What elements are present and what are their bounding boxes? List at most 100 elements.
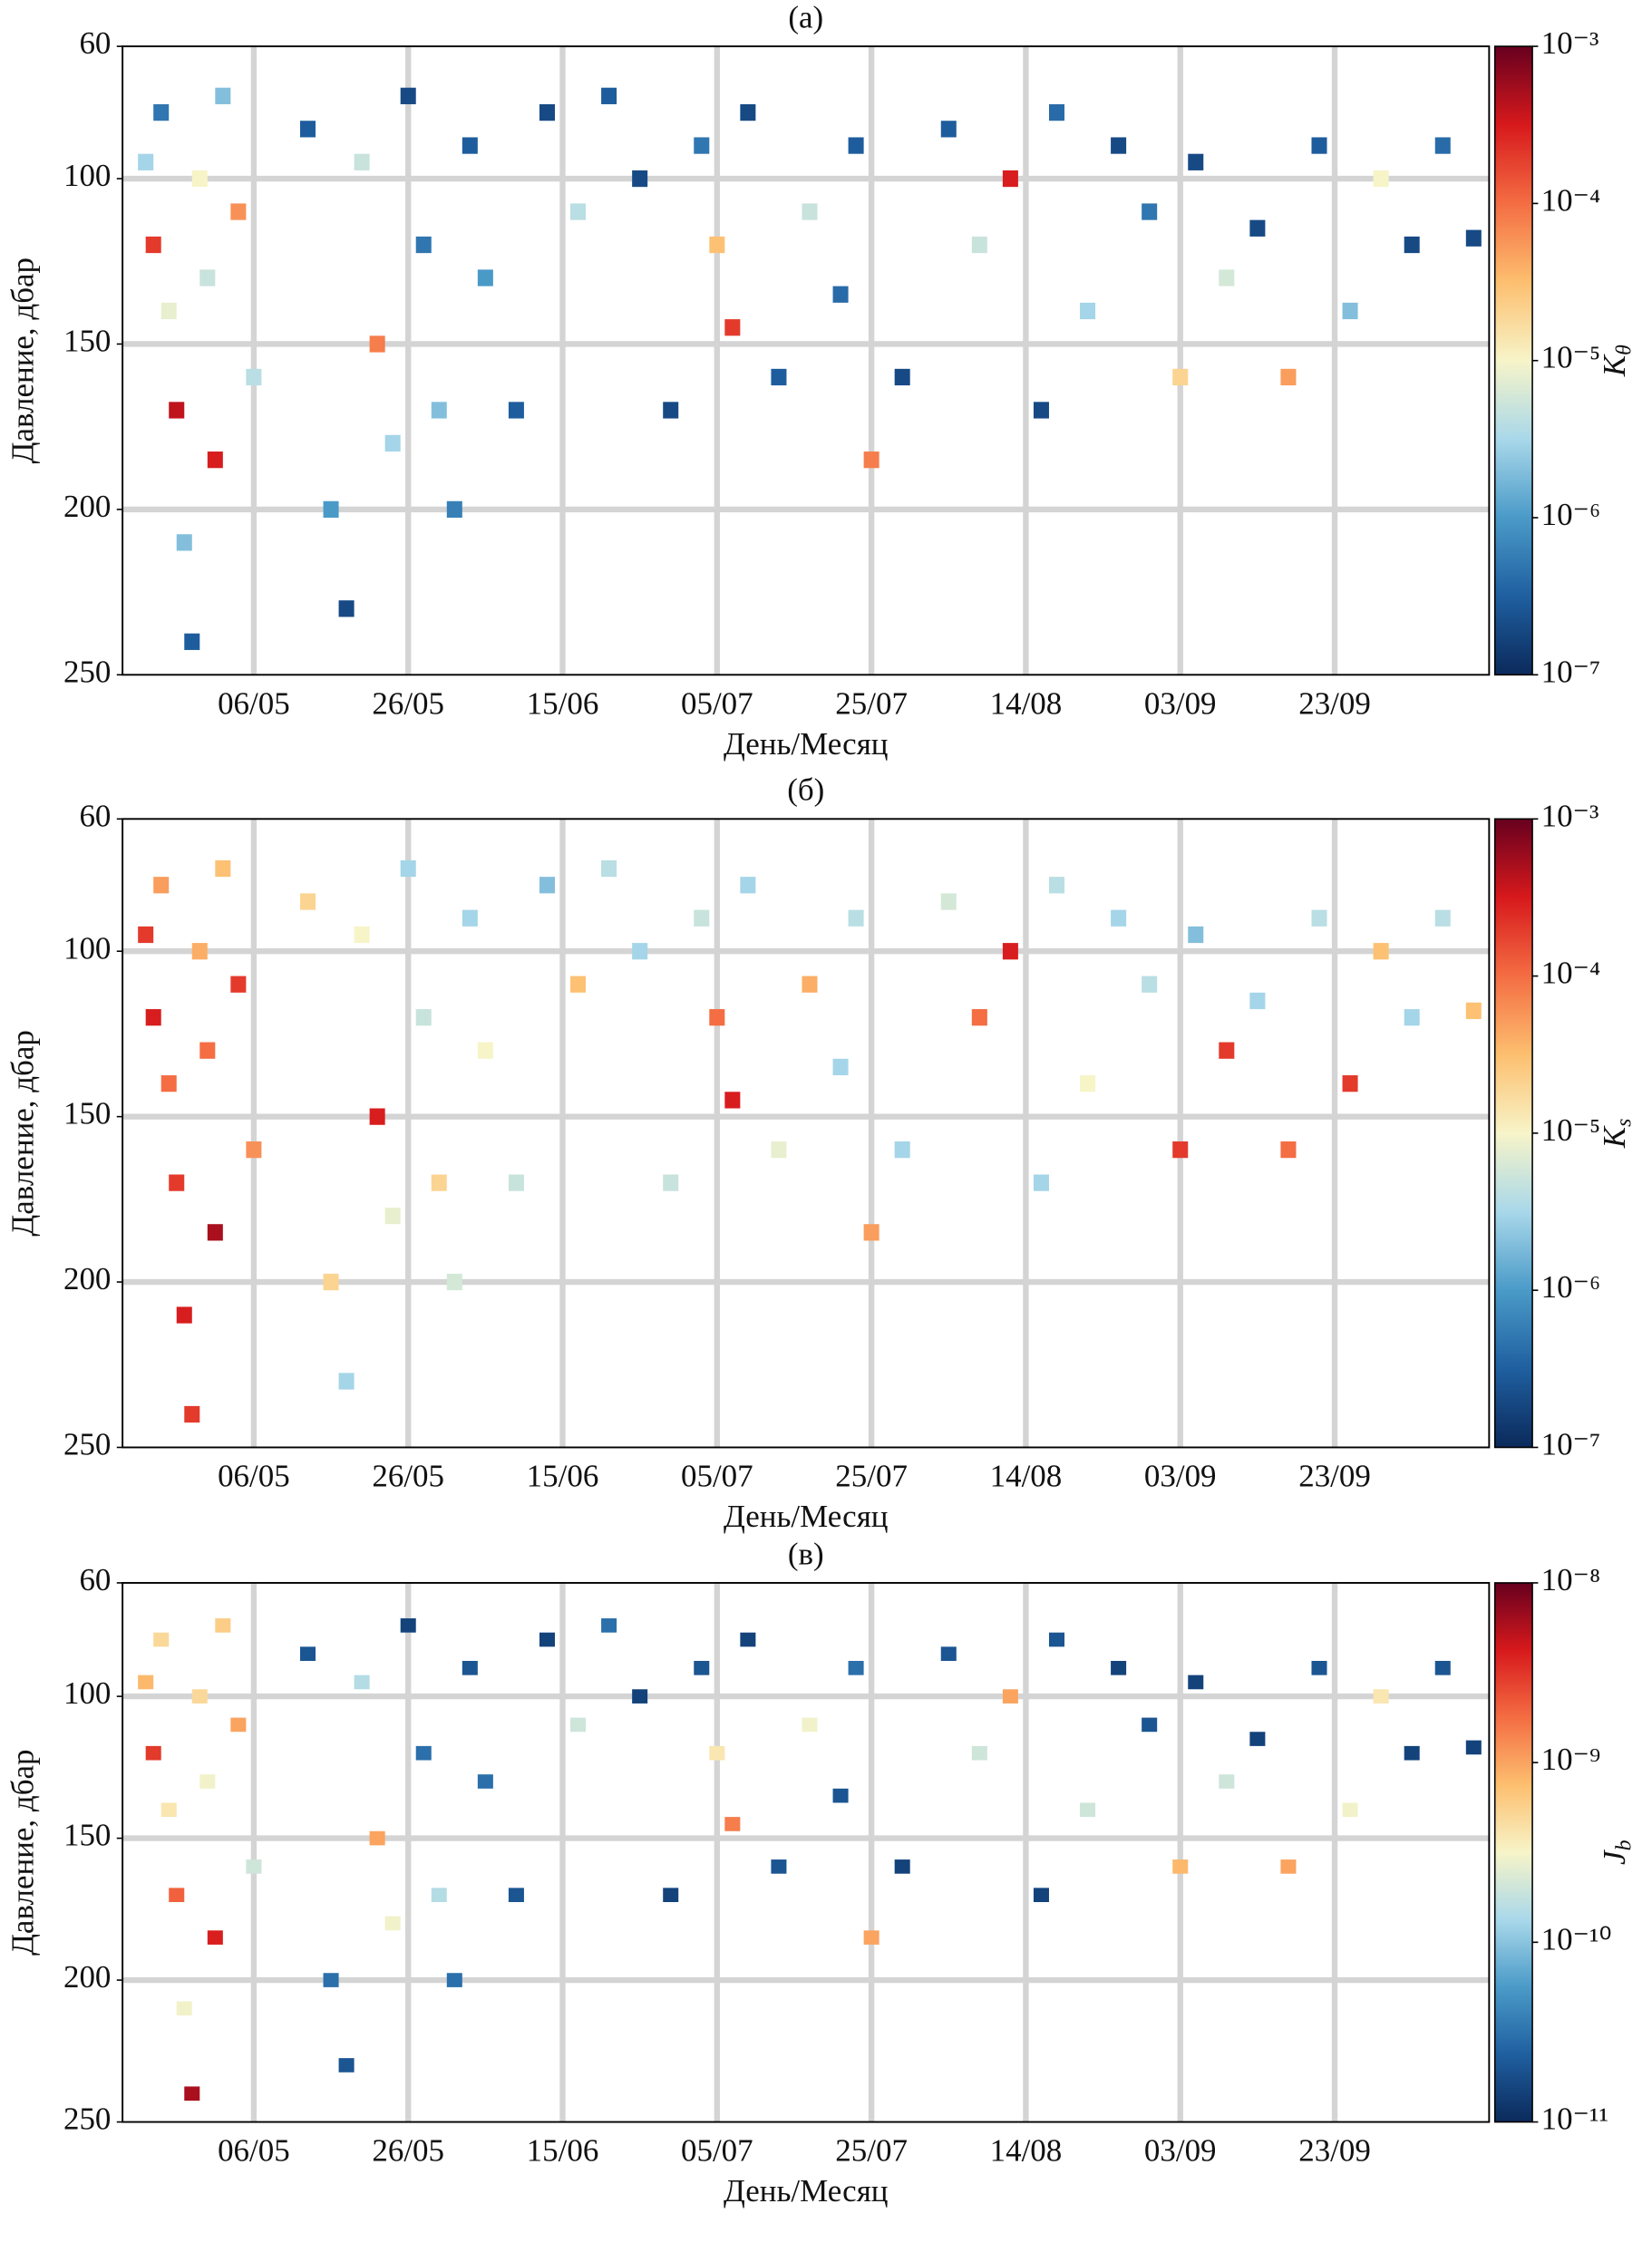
cell (894, 1859, 910, 1874)
y-tick-label: 60 (79, 798, 111, 833)
colorbar-tick-label: 10⁻⁷ (1541, 654, 1601, 689)
cell (1219, 1042, 1235, 1059)
cell (207, 1930, 223, 1945)
cell (169, 1174, 185, 1191)
cell (176, 534, 192, 551)
cell (215, 859, 231, 878)
cell (1111, 1660, 1127, 1675)
cell (384, 434, 401, 452)
x-tick-label: 26/05 (372, 2133, 444, 2169)
cell (415, 236, 432, 254)
cell (1080, 1802, 1096, 1818)
colorbar-tick-label: 10⁻¹⁰ (1541, 1921, 1612, 1956)
cell (138, 926, 154, 944)
cell (1002, 1689, 1018, 1704)
cell (153, 1632, 170, 1647)
cell (299, 121, 316, 138)
cell (508, 1888, 524, 1903)
cell (160, 302, 177, 320)
cell (1342, 1802, 1358, 1818)
x-tick-label: 03/09 (1144, 685, 1217, 721)
cell (191, 170, 208, 188)
colorbar-label-sub: s (1613, 1119, 1637, 1127)
panel-title: (а) (788, 0, 823, 35)
cell (1465, 229, 1482, 247)
cell (477, 269, 493, 286)
cell (323, 500, 339, 519)
cell (1434, 137, 1451, 154)
cell (740, 1632, 756, 1647)
cell (1373, 170, 1389, 188)
x-axis-label: День/Месяц (724, 2173, 889, 2209)
cell (369, 335, 385, 353)
cell (832, 1788, 849, 1803)
cell (508, 1174, 524, 1191)
cell (663, 1174, 679, 1191)
x-tick-label: 14/08 (990, 1458, 1063, 1493)
cell (384, 1207, 401, 1225)
y-tick-label: 200 (63, 1959, 111, 1995)
y-tick-label: 60 (79, 1562, 111, 1597)
cell (1111, 909, 1127, 927)
cell (1280, 1859, 1297, 1874)
cell (446, 1973, 462, 1987)
cell (1002, 170, 1018, 188)
cell (570, 203, 587, 220)
cell (894, 1141, 910, 1159)
cell (431, 402, 447, 419)
cell (1249, 1732, 1266, 1746)
cell (863, 451, 879, 469)
cell (1172, 1141, 1189, 1159)
cell (601, 87, 617, 104)
x-tick-label: 15/06 (527, 1458, 599, 1493)
cell (145, 1009, 161, 1026)
cell (832, 1058, 849, 1076)
cell (199, 1042, 216, 1059)
cell (894, 368, 910, 386)
cell (1142, 1717, 1158, 1733)
cell (832, 286, 849, 303)
cell (848, 137, 864, 154)
colorbar-label: Jb (1597, 1840, 1637, 1865)
cell (1404, 236, 1420, 254)
y-tick-label: 200 (63, 489, 111, 524)
cell (176, 1306, 192, 1324)
cell (971, 236, 987, 254)
colorbar-tick-label: 10⁻⁶ (1541, 1269, 1601, 1305)
x-tick-label: 03/09 (1144, 1458, 1217, 1493)
x-tick-label: 14/08 (990, 2133, 1063, 2169)
cell (1280, 1141, 1297, 1159)
colorbar-label-main: K (1597, 354, 1632, 377)
cell (323, 1973, 339, 1987)
x-tick-label: 03/09 (1144, 2133, 1217, 2169)
cell (191, 1689, 208, 1704)
cell (971, 1745, 987, 1761)
cell (570, 976, 587, 993)
cell (940, 1646, 957, 1661)
x-tick-label: 06/05 (218, 2133, 290, 2169)
cell (694, 909, 710, 927)
cell (400, 87, 416, 104)
x-axis-label: День/Месяц (724, 1499, 889, 1534)
cell (1249, 219, 1266, 237)
cell (848, 909, 864, 927)
cell (724, 319, 741, 336)
cell (207, 1224, 223, 1241)
colorbar-tick-label: 10⁻⁹ (1541, 1742, 1601, 1777)
cell (1311, 1660, 1327, 1675)
colorbar-tick-label: 10⁻¹¹ (1541, 2102, 1608, 2137)
cell (771, 1141, 787, 1159)
cell (1342, 302, 1358, 320)
cell (400, 1618, 416, 1633)
cell (338, 2058, 355, 2073)
x-tick-label: 15/06 (527, 2133, 599, 2169)
x-tick-label: 14/08 (990, 685, 1063, 721)
cell (694, 1660, 710, 1675)
cell (169, 1888, 185, 1903)
y-tick-label: 100 (63, 930, 111, 966)
cell (153, 103, 170, 121)
cell (246, 368, 262, 386)
colorbar (1493, 45, 1533, 676)
cell (1033, 1174, 1049, 1191)
cell (431, 1174, 447, 1191)
